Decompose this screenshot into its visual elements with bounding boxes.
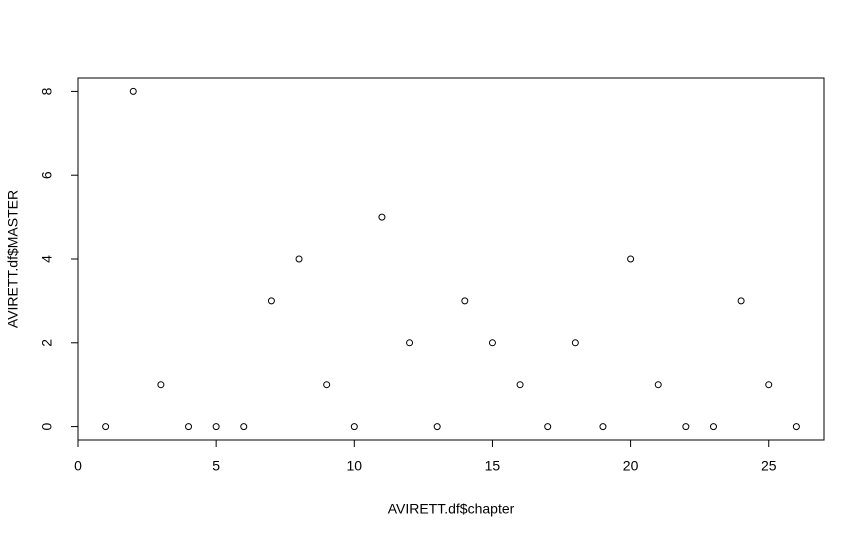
point: [185, 423, 193, 431]
point: [102, 423, 110, 431]
y-tick-label: 6: [39, 171, 55, 179]
point: [599, 423, 607, 431]
y-tick-label: 4: [39, 255, 55, 263]
point: [433, 423, 441, 431]
point: [129, 87, 137, 95]
x-axis-label: AVIRETT.df$chapter: [388, 501, 515, 517]
point: [267, 297, 275, 305]
x-tick-label: 20: [623, 458, 639, 474]
y-tick-label: 0: [39, 422, 55, 430]
point: [212, 423, 220, 431]
point: [323, 381, 331, 389]
plot-frame: [77, 77, 825, 441]
point: [295, 255, 303, 263]
point: [240, 423, 248, 431]
y-tick-label: 8: [39, 87, 55, 95]
point: [378, 213, 386, 221]
point: [516, 381, 524, 389]
x-tick-label: 10: [347, 458, 363, 474]
point: [544, 423, 552, 431]
point: [709, 423, 717, 431]
point: [406, 339, 414, 347]
x-tick-label: 15: [485, 458, 501, 474]
point: [792, 423, 800, 431]
y-tick-label: 2: [39, 339, 55, 347]
point: [682, 423, 690, 431]
x-tick-label: 0: [74, 458, 82, 474]
point: [571, 339, 579, 347]
point: [461, 297, 469, 305]
point: [765, 381, 773, 389]
point: [350, 423, 358, 431]
x-tick-label: 25: [761, 458, 777, 474]
point: [627, 255, 635, 263]
y-axis-label: AVIRETT.df$MASTER: [5, 190, 21, 328]
point: [654, 381, 662, 389]
point: [488, 339, 496, 347]
point: [157, 381, 165, 389]
point: [737, 297, 745, 305]
x-tick-label: 5: [212, 458, 220, 474]
